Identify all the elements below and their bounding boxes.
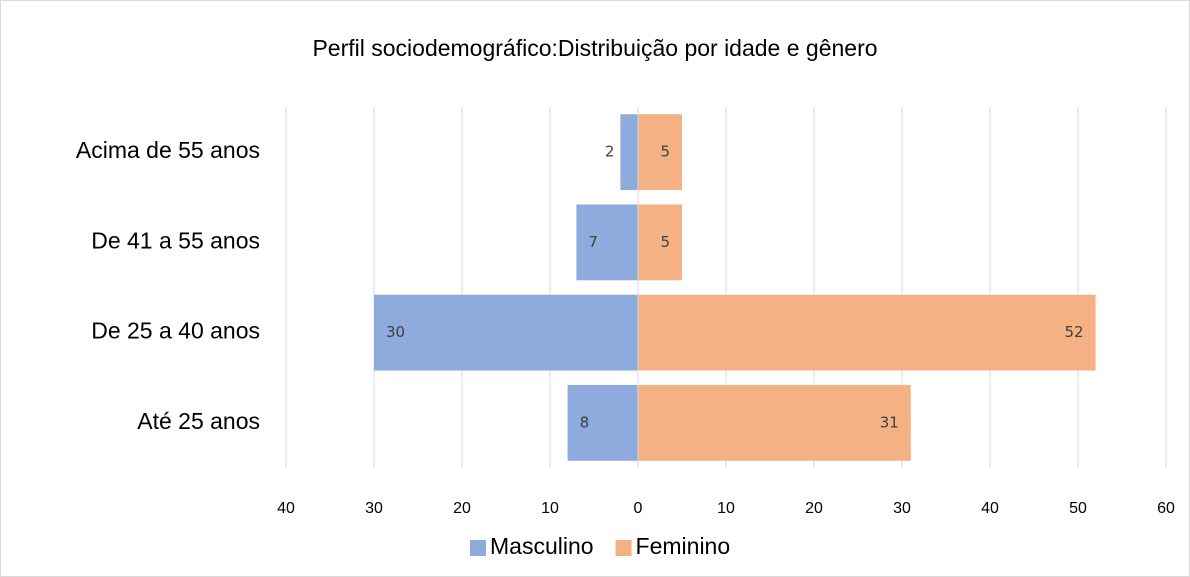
x-tick-label: 30 <box>893 500 911 517</box>
x-tick-label: 0 <box>634 500 643 517</box>
bar <box>638 384 911 461</box>
y-tick-label: De 25 a 40 anos <box>91 318 260 344</box>
legend-swatch <box>615 540 632 556</box>
y-tick-label: Acima de 55 anos <box>76 137 260 163</box>
data-label: 31 <box>880 413 899 431</box>
x-tick-label: 40 <box>981 500 999 517</box>
x-tick-label: 20 <box>453 500 471 517</box>
data-label: 52 <box>1065 323 1084 341</box>
bar <box>567 384 638 461</box>
legend-label: Masculino <box>490 533 594 559</box>
x-tick-label: 20 <box>805 500 823 517</box>
x-tick-label: 10 <box>541 500 559 517</box>
bar <box>638 114 682 191</box>
x-tick-label: 10 <box>717 500 735 517</box>
data-label: 5 <box>660 143 670 161</box>
chart-title: Perfil sociodemográfico:Distribuição por… <box>312 35 877 61</box>
bar <box>374 294 638 371</box>
x-tick-label: 60 <box>1157 500 1175 517</box>
x-tick-label: 40 <box>277 500 295 517</box>
legend-swatch <box>470 540 486 556</box>
bar <box>576 204 638 281</box>
x-tick-label: 30 <box>365 500 383 517</box>
y-tick-label: Até 25 anos <box>137 408 260 434</box>
legend-label: Feminino <box>636 533 731 559</box>
y-tick-label: De 41 a 55 anos <box>91 227 260 253</box>
bar <box>638 294 1096 371</box>
data-label: 8 <box>580 413 590 431</box>
data-label: 5 <box>660 233 670 251</box>
data-label: 2 <box>605 143 615 161</box>
x-tick-label: 50 <box>1069 500 1087 517</box>
data-label: 30 <box>386 323 405 341</box>
bar <box>620 114 638 191</box>
bar <box>638 204 682 281</box>
data-label: 7 <box>588 233 598 251</box>
